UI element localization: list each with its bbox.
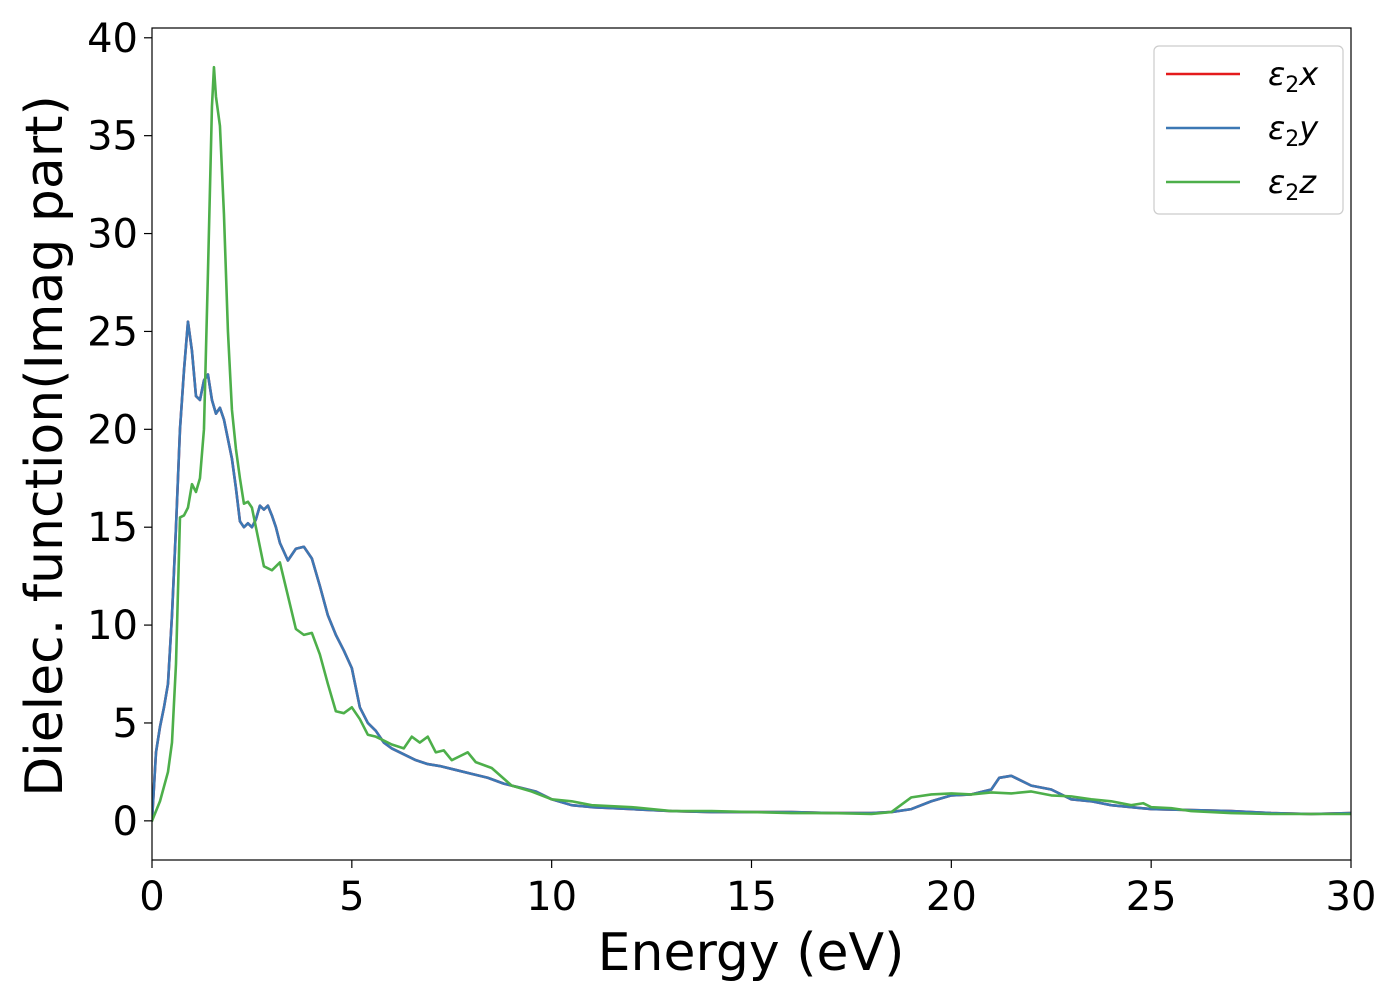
axes: 0 5 10 15 20 25 30 0 5 10 15 20 25 30 35 40 — [87, 16, 1376, 920]
series-line-z — [152, 65, 1351, 823]
legend: ε2x ε2y ε2z — [1153, 45, 1344, 215]
x-axis-title: Energy (eV) — [598, 923, 905, 983]
plot-area — [152, 65, 1351, 823]
legend-label-z: ε2z — [1268, 163, 1317, 206]
x-tick-label: 15 — [726, 874, 777, 920]
y-tick-label: 30 — [87, 212, 138, 258]
y-tick-label: 5 — [113, 701, 138, 747]
x-tick-label: 25 — [1126, 874, 1177, 920]
legend-label-x: ε2x — [1268, 55, 1319, 98]
y-tick-label: 40 — [87, 16, 138, 62]
y-tick-label: 0 — [113, 799, 138, 845]
x-tick-label: 30 — [1326, 874, 1377, 920]
y-tick-label: 10 — [87, 603, 138, 649]
series-line-x — [152, 320, 1351, 823]
y-tick-label: 20 — [87, 407, 138, 453]
y-tick-label: 25 — [87, 309, 138, 355]
legend-label-y: ε2y — [1268, 109, 1319, 152]
x-tick-label: 5 — [339, 874, 364, 920]
y-tick-label: 35 — [87, 114, 138, 160]
x-tick-label: 20 — [926, 874, 977, 920]
x-tick-label: 10 — [526, 874, 577, 920]
x-tick-label: 0 — [139, 874, 164, 920]
y-tick-label: 15 — [87, 505, 138, 551]
series-line-y — [152, 320, 1351, 823]
legend-box — [1153, 45, 1344, 215]
y-axis-title: Dielec. function(Imag part) — [15, 95, 75, 797]
